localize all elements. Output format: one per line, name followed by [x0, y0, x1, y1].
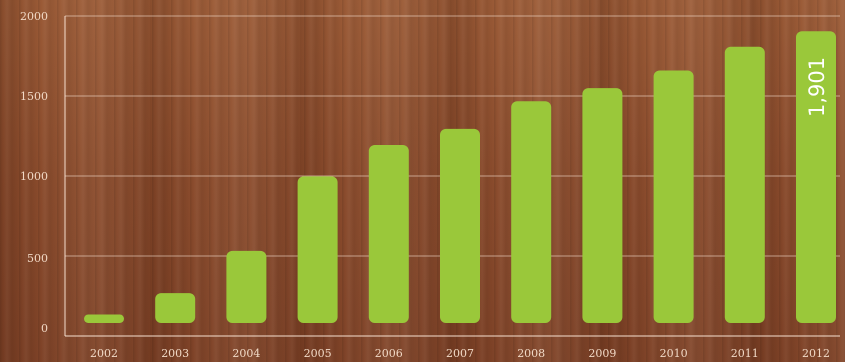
y-tick-label: 500: [27, 252, 48, 265]
y-tick-label: 1500: [20, 90, 48, 103]
bar: [653, 70, 694, 324]
x-tick-label: 2006: [375, 347, 403, 360]
bar: [226, 250, 267, 323]
bar: [796, 31, 836, 323]
bar: [155, 293, 196, 323]
bar: [440, 128, 480, 323]
y-tick-label: 2000: [20, 10, 48, 23]
annotations: 1,901: [805, 57, 829, 117]
x-tick-label: 2009: [588, 347, 616, 360]
x-tick-label: 2011: [731, 347, 759, 360]
data-label: 1,901: [805, 57, 829, 117]
x-tick-label: 2008: [517, 347, 545, 360]
bars: [84, 31, 836, 324]
x-tick-label: 2005: [304, 347, 332, 360]
y-axis-labels: 0 500 1000 1500 2000: [20, 10, 48, 335]
bar: [582, 88, 623, 324]
x-tick-label: 2010: [660, 347, 688, 360]
x-tick-label: 2004: [232, 347, 260, 360]
bar: [84, 314, 124, 323]
x-tick-label: 2007: [446, 347, 474, 360]
x-tick-label: 2002: [90, 347, 118, 360]
bar: [368, 144, 409, 323]
bar: [724, 46, 765, 323]
bar: [297, 176, 338, 323]
x-axis-labels: 2002 2003 2004 2005 2006 2007 2008 2009 2010 2011…: [90, 347, 830, 360]
x-tick-label: 2012: [802, 347, 830, 360]
bar: [511, 101, 552, 323]
x-tick-label: 2003: [161, 347, 189, 360]
y-tick-label: 0: [41, 322, 48, 335]
y-tick-label: 1000: [20, 170, 48, 183]
